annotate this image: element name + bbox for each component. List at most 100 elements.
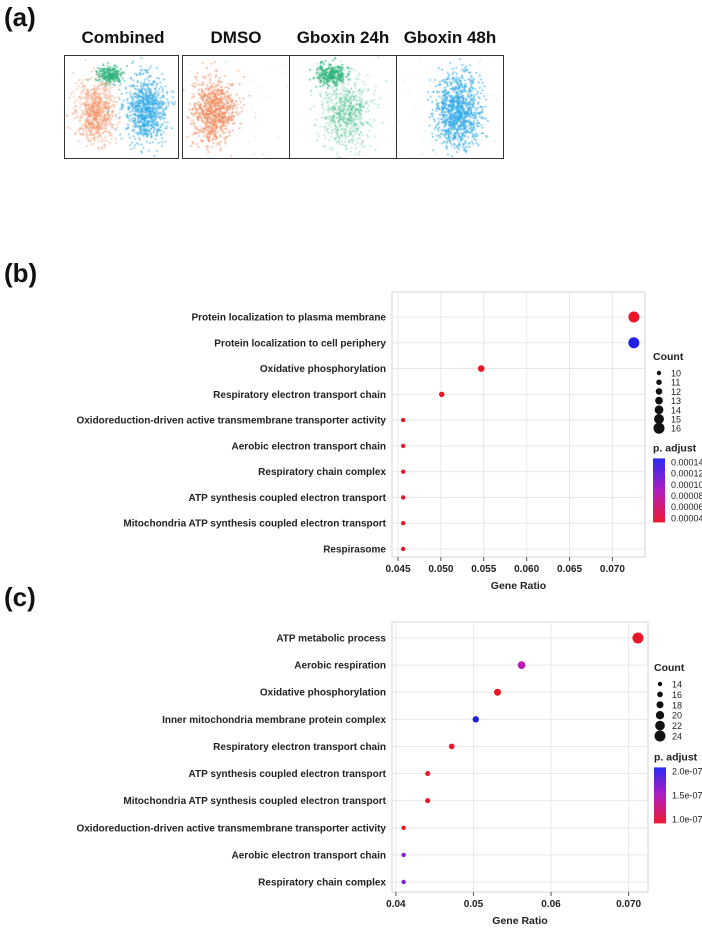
count-legend-label: 22 (672, 721, 682, 731)
count-legend-label: 14 (671, 405, 681, 415)
tsne-plot-dmso (182, 55, 290, 159)
x-tick-label: 0.065 (557, 564, 582, 575)
padj-colorbar (654, 767, 666, 824)
padj-legend-label: 2.0e-07 (672, 766, 702, 776)
count-legend-dot (655, 396, 663, 405)
term-label: Oxidoreduction-driven active transmembra… (76, 416, 386, 427)
tsne-canvas-combined (65, 56, 178, 158)
tsne-canvas-gboxin-24h (290, 56, 396, 158)
padj-legend-title: p. adjust (653, 442, 697, 454)
term-label: Aerobic respiration (294, 661, 386, 672)
count-legend-dot (656, 379, 662, 385)
term-dot (477, 365, 485, 372)
term-label: Aerobic electron transport chain (232, 441, 386, 452)
term-label: Aerobic electron transport chain (232, 850, 386, 861)
count-legend-dot (657, 681, 663, 687)
term-dot (400, 417, 406, 423)
count-legend-dot (653, 422, 665, 434)
plot-area (391, 291, 646, 558)
x-tick-label: 0.055 (471, 564, 496, 575)
term-dot (400, 443, 406, 449)
tsne-title-dmso: DMSO (210, 28, 262, 47)
panel-c-label: (c) (4, 582, 36, 612)
term-label: Mitochondria ATP synthesis coupled elect… (123, 796, 386, 807)
padj-legend-label: 1.0e-07 (672, 814, 702, 824)
tsne-plot-gboxin-24h (289, 55, 397, 159)
tsne-title-gboxin-48h: Gboxin 48h (403, 28, 497, 47)
term-dot (493, 688, 502, 696)
tsne-title-gboxin-24h: Gboxin 24h (296, 28, 390, 47)
term-label: ATP synthesis coupled electron transport (189, 769, 387, 780)
count-legend-dot (654, 405, 664, 415)
count-legend-label: 13 (671, 396, 681, 406)
term-dot (448, 743, 455, 750)
term-dot (400, 521, 406, 526)
tsne-title-combined: Combined (81, 28, 165, 47)
count-legend-label: 16 (671, 424, 681, 434)
padj-legend-label: 0.00004 (671, 513, 702, 523)
term-label: Respiratory chain complex (258, 467, 386, 478)
term-dot (400, 495, 406, 500)
padj-legend-label: 0.00006 (671, 502, 702, 512)
count-legend-label: 10 (671, 369, 681, 379)
x-tick-label: 0.06 (541, 899, 561, 910)
count-legend-label: 12 (671, 387, 681, 397)
term-label: Protein localization to plasma membrane (192, 313, 387, 324)
term-dot (400, 546, 406, 552)
term-dot (632, 632, 644, 644)
panel-b-label: (b) (4, 258, 38, 288)
term-dot (438, 391, 445, 398)
count-legend-dot (655, 720, 665, 731)
count-legend-dot (654, 414, 664, 424)
x-tick-label: 0.050 (428, 564, 453, 575)
padj-legend-label: 0.00008 (671, 491, 702, 501)
count-legend-title: Count (654, 662, 685, 674)
padj-legend-label: 0.00012 (671, 469, 702, 479)
term-label: Oxidative phosphorylation (260, 364, 386, 375)
term-label: Respiratory chain complex (258, 878, 386, 889)
tsne-canvas-gboxin-48h (397, 56, 503, 158)
tsne-canvas-dmso (183, 56, 289, 158)
panel-a-label: (a) (4, 2, 36, 32)
padj-legend-label: 0.00010 (671, 480, 702, 490)
padj-legend-label: 0.00014 (671, 457, 702, 467)
count-legend-label: 20 (672, 711, 682, 721)
count-legend-label: 11 (671, 378, 680, 388)
count-legend-label: 18 (672, 700, 682, 710)
term-label: Protein localization to cell periphery (214, 338, 386, 349)
tsne-plot-combined (64, 55, 179, 159)
padj-legend-label: 1.5e-07 (672, 790, 702, 800)
padj-colorbar (653, 458, 665, 523)
dotplot-b: 0.045 0.050 0.055 0.060 0.065 0.070 Protein lo… (76, 291, 702, 592)
term-label: Inner mitochondria membrane protein comp… (162, 715, 386, 726)
count-legend-dot (656, 701, 664, 709)
count-legend-label: 24 (672, 732, 682, 742)
x-tick-label: 0.05 (464, 899, 484, 910)
term-label: Respirasome (323, 545, 386, 556)
term-label: ATP metabolic process (276, 634, 386, 645)
term-label: Respiratory electron transport chain (213, 390, 386, 401)
count-legend-dot (655, 388, 663, 395)
term-label: Oxidative phosphorylation (260, 688, 386, 699)
term-dot (425, 798, 431, 804)
term-dot (401, 879, 406, 885)
x-axis-title: Gene Ratio (492, 915, 547, 927)
count-legend-dot (654, 730, 666, 742)
term-dot (628, 311, 640, 323)
x-tick-label: 0.070 (616, 899, 641, 910)
term-dot (517, 661, 526, 669)
term-label: Respiratory electron transport chain (213, 742, 386, 753)
count-legend-label: 16 (672, 690, 682, 700)
tsne-plot-gboxin-48h (396, 55, 504, 159)
x-tick-label: 0.070 (600, 564, 625, 575)
x-axis-title: Gene Ratio (491, 580, 546, 592)
count-legend-label: 15 (671, 415, 681, 425)
term-dot (425, 771, 431, 777)
dotplot-c: 0.04 0.05 0.06 0.070 ATP metabolic process Ae… (76, 621, 702, 927)
count-legend-label: 14 (672, 680, 682, 690)
count-legend-dot (656, 370, 662, 376)
term-dot (472, 716, 479, 723)
term-label: Oxidoreduction-driven active transmembra… (76, 823, 386, 834)
term-dot (628, 337, 640, 349)
term-label: ATP synthesis coupled electron transport (189, 493, 387, 504)
